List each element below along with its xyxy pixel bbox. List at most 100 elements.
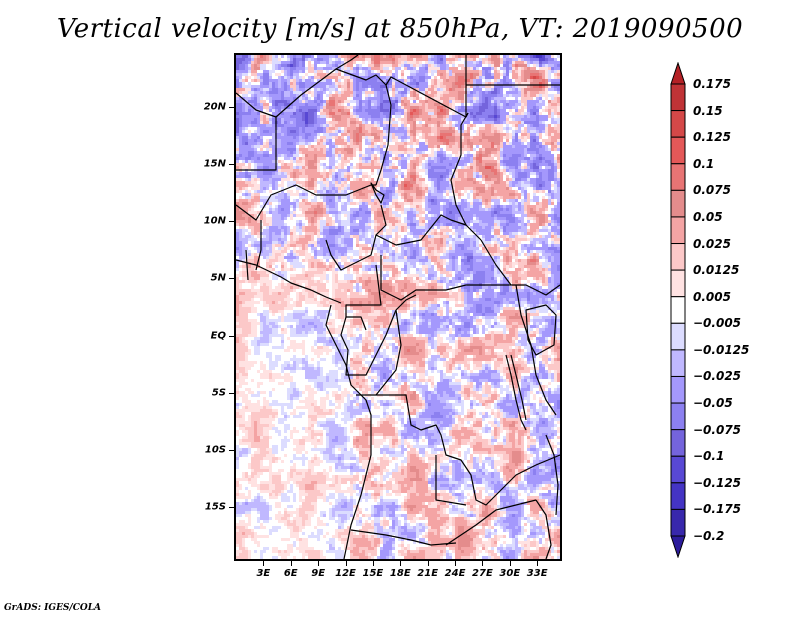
colorbar-label: −0.0125 [693,342,750,357]
colorbar-swatch [670,322,686,351]
colorbar-label: 0.175 [693,77,731,91]
colorbar-label: 0.025 [693,236,731,251]
colorbar-label: −0.05 [693,396,733,411]
coastline [236,259,372,559]
colorbar-label: 0.005 [693,289,731,304]
lon-label: 12E [335,568,356,579]
lon-label: 9E [311,568,326,579]
colorbar-swatch [670,429,686,457]
border-niger-nigeria [236,184,376,221]
border-mali-niger [236,117,277,171]
lon-label: 15E [362,568,384,579]
colorbar-label: 0.15 [693,103,723,118]
lat-label: 20N [203,101,226,113]
colorbar-label: −0.005 [693,316,742,331]
lat-tick [229,106,234,108]
colorbar-swatch [670,189,686,218]
colorbar-swatch [670,296,686,324]
lake-malawi [545,434,559,516]
border-benin-togo [245,220,262,281]
colorbar-label: 0.075 [693,183,731,198]
border-drc-angola [356,394,497,506]
colorbar-swatch [670,455,686,484]
border-angola-namibia [350,529,457,546]
border-algeria-niger [236,68,387,118]
colorbar-swatch [670,243,686,271]
lat-tick [229,221,234,223]
colorbar-swatch [670,269,686,298]
colorbar-label: −0.025 [693,369,742,384]
chart-title: Vertical velocity [m/s] at 850hPa, VT: 2… [56,14,744,44]
border-car-congo [380,255,511,301]
lake-victoria [525,304,557,356]
lon-tick [400,561,402,566]
border-chad-car [375,214,482,246]
colorbar-label: 0.05 [693,209,723,224]
lon-tick [482,561,484,566]
colorbar-swatch [670,216,686,245]
colorbar-label: 0.125 [693,130,731,145]
border-car-sudan [480,239,560,296]
lake-tanganyika [505,354,527,431]
country-borders [236,55,560,559]
lon-label: 18E [389,568,411,579]
lon-tick [290,561,292,566]
lake-chad [370,182,385,204]
lon-tick [318,561,320,566]
lat-label: 15S [204,501,226,513]
colorbar-swatch [670,508,686,537]
colorbar-swatch [670,402,686,431]
lat-tick [229,163,234,165]
colorbar-label: −0.075 [693,422,742,437]
lat-label: EQ [210,330,226,342]
border-cameroon-gabon [345,264,382,331]
lat-tick [229,392,234,394]
colorbar-label: −0.2 [693,529,725,543]
lat-tick [229,278,234,280]
colorbar-min-extend [670,535,686,558]
border-nigeria-cameroon [325,204,387,271]
colorbar-swatch [670,163,686,191]
vertical-velocity-field [236,55,560,559]
lon-tick [427,561,429,566]
lon-label: 27E [472,568,493,579]
lon-tick [263,561,265,566]
lat-tick [229,450,234,452]
colorbar-swatch [670,110,686,138]
colorbar-label: −0.125 [693,475,742,490]
colorbar-swatch [670,349,686,377]
lon-label: 3E [256,568,271,579]
border-zambia-drc [495,454,560,496]
colorbar-label: −0.1 [693,449,725,464]
colorbar-swatch [670,83,686,112]
lon-tick [509,561,511,566]
colorbar-swatch [670,375,686,404]
border-mozambique [535,499,552,559]
lon-label: 30E [499,568,521,579]
lon-label: 6E [283,568,298,579]
lat-tick [229,335,234,337]
lat-label: 10N [203,215,226,227]
border-zambia-zimbabwe [445,499,537,546]
border-angola-zambia [435,455,467,506]
colorbar-swatch [670,136,686,165]
lon-tick [455,561,457,566]
colorbar-label: 0.0125 [693,263,740,278]
colorbar-label: 0.1 [693,156,715,171]
lon-label: 24E [444,568,466,579]
colorbar-max-extend [670,62,686,85]
colorbar-swatches [670,62,686,558]
lon-tick [372,561,374,566]
lat-label: 10S [204,444,226,456]
lon-tick [537,561,539,566]
colorbar-label: −0.175 [693,502,742,517]
lon-label: 33E [526,568,548,579]
colorbar-swatch [670,482,686,510]
border-niger-chad [375,84,392,186]
border-libya-chad [385,76,469,118]
lat-label: 5S [211,387,226,399]
border-chad-sudan [450,112,469,226]
lat-label: 5N [210,272,226,284]
lon-label: 21E [417,568,439,579]
lat-tick [229,507,234,509]
